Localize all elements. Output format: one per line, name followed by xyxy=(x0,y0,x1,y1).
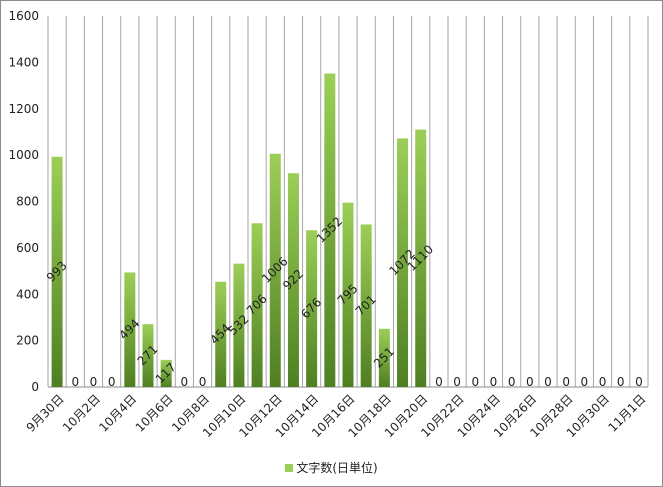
bar xyxy=(360,224,372,387)
data-label: 0 xyxy=(453,375,461,389)
data-label: 0 xyxy=(599,375,607,389)
y-tick-labels: 0 200 400 600 800 1000 1200 1400 1600 xyxy=(8,9,39,394)
data-label: 0 xyxy=(90,375,98,389)
x-tick-label: 10月4日 xyxy=(96,392,139,435)
legend-swatch xyxy=(285,464,294,472)
data-label: 0 xyxy=(490,375,498,389)
bars xyxy=(51,73,427,387)
x-tick-label: 11月1日 xyxy=(605,392,648,435)
x-tick-label: 9月30日 xyxy=(24,392,67,435)
bar xyxy=(287,173,299,387)
data-label: 0 xyxy=(71,375,79,389)
bar xyxy=(378,328,390,387)
y-tick-label: 200 xyxy=(16,334,39,348)
data-label: 0 xyxy=(181,375,189,389)
data-label: 0 xyxy=(471,375,479,389)
grid-lines xyxy=(47,16,649,387)
y-tick-label: 1000 xyxy=(8,148,39,162)
bar xyxy=(415,129,427,387)
x-tick-labels: 9月30日10月2日10月4日10月6日10月8日10月10日10月12日10月… xyxy=(24,392,649,440)
y-tick-label: 0 xyxy=(31,380,39,394)
data-label: 0 xyxy=(508,375,516,389)
data-label: 0 xyxy=(617,375,625,389)
data-label: 0 xyxy=(435,375,443,389)
x-tick-label: 10月2日 xyxy=(60,392,103,435)
bar xyxy=(142,324,154,387)
data-label: 0 xyxy=(562,375,570,389)
legend: 文字数(日単位) xyxy=(1,459,662,476)
data-label: 0 xyxy=(635,375,643,389)
data-label: 0 xyxy=(199,375,207,389)
y-tick-label: 400 xyxy=(16,287,39,301)
bar xyxy=(233,263,245,387)
y-tick-label: 800 xyxy=(16,195,39,209)
data-label: 0 xyxy=(526,375,534,389)
bar xyxy=(215,281,227,387)
data-label: 0 xyxy=(581,375,589,389)
bar xyxy=(160,359,172,387)
bar xyxy=(306,230,318,387)
bar xyxy=(397,138,409,387)
x-tick-label: 10月6日 xyxy=(133,392,176,435)
bar xyxy=(324,73,336,387)
data-label: 0 xyxy=(108,375,116,389)
bar xyxy=(51,156,63,387)
bar xyxy=(342,202,354,387)
y-tick-label: 1200 xyxy=(8,102,39,116)
y-tick-label: 1400 xyxy=(8,55,39,69)
bar xyxy=(124,272,136,387)
data-label: 0 xyxy=(544,375,552,389)
legend-label: 文字数(日単位) xyxy=(296,461,378,475)
bar xyxy=(251,223,263,387)
bar xyxy=(269,153,281,387)
y-tick-label: 600 xyxy=(16,241,39,255)
y-tick-label: 1600 xyxy=(8,9,39,23)
